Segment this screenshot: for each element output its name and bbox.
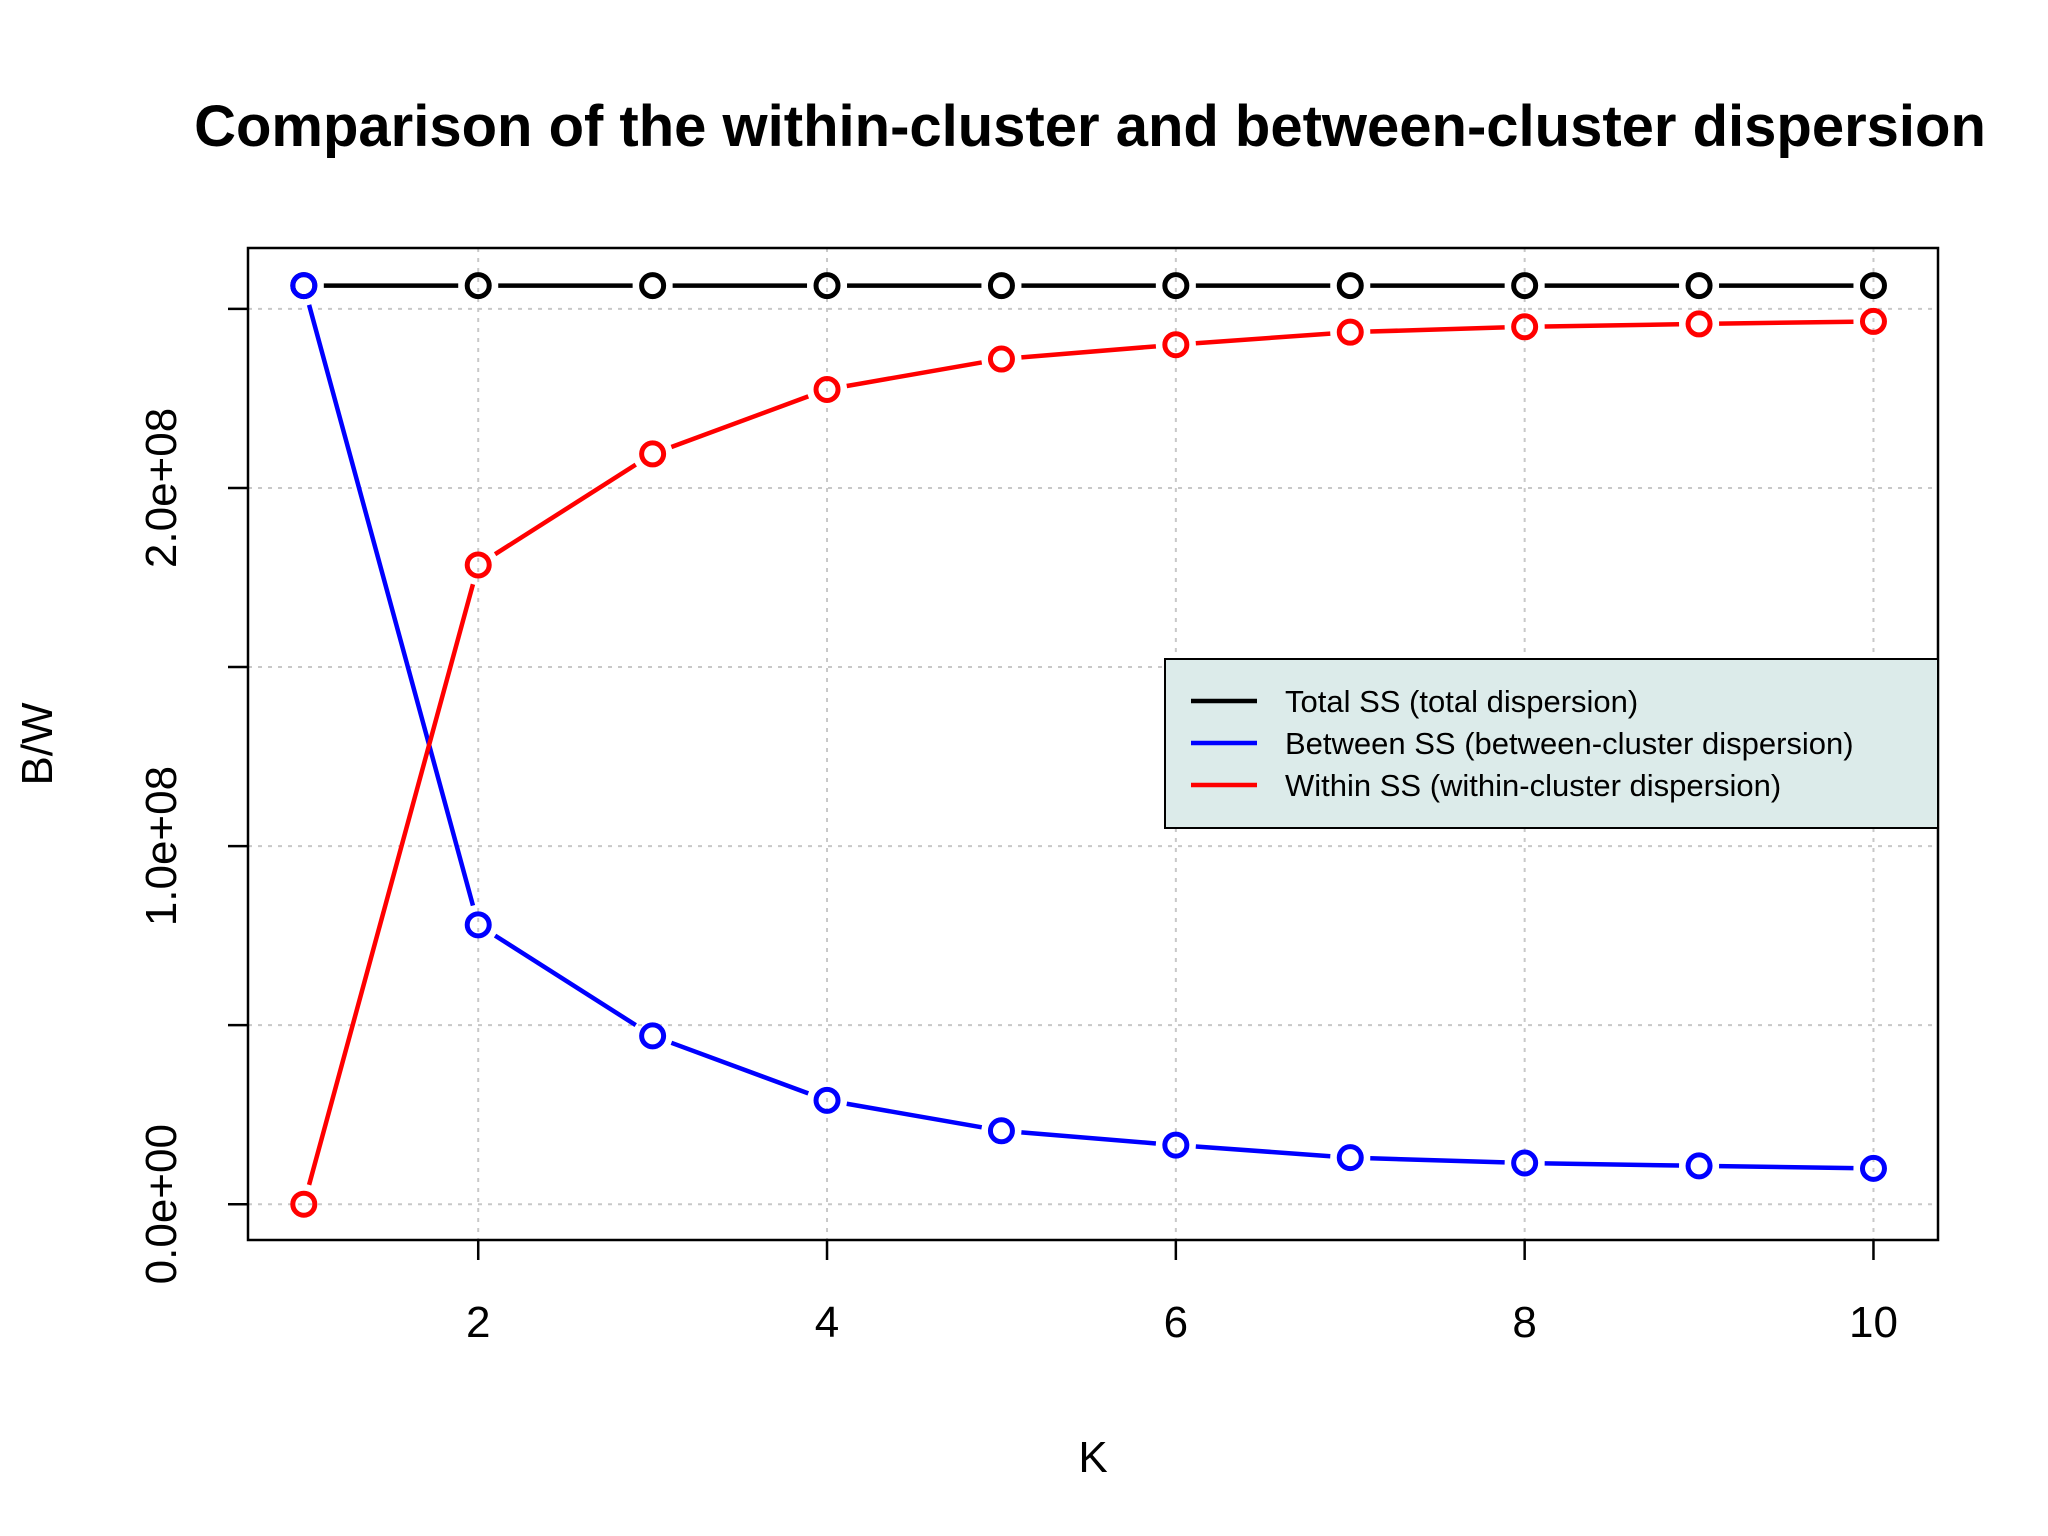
- series-line-segment: [306, 304, 476, 907]
- y-tick-label: 2.0e+08: [137, 408, 186, 568]
- y-tick-label: 1.0e+08: [137, 766, 186, 926]
- data-point: [464, 551, 492, 579]
- data-point: [464, 911, 492, 939]
- data-point: [813, 375, 841, 403]
- y-axis-label: B/W: [13, 702, 62, 786]
- x-tick-label: 10: [1849, 1298, 1898, 1347]
- data-point: [1336, 272, 1364, 300]
- series-line-segment: [1195, 331, 1331, 346]
- data-point: [1859, 1154, 1887, 1182]
- data-point: [813, 1086, 841, 1114]
- data-point: [987, 345, 1015, 373]
- data-point: [290, 1190, 318, 1218]
- data-point: [639, 440, 667, 468]
- data-point: [1685, 272, 1713, 300]
- data-point: [1162, 331, 1190, 359]
- data-point: [1511, 1149, 1539, 1177]
- legend-box: [1164, 658, 1939, 829]
- grid: [248, 248, 1938, 1240]
- legend-label: Total SS (total dispersion): [1285, 684, 1638, 719]
- series-line-segment: [846, 1101, 983, 1130]
- series-line-segment: [1719, 319, 1854, 326]
- x-tick-label: 8: [1512, 1298, 1536, 1347]
- series-line-segment: [493, 933, 637, 1028]
- data-point: [1162, 1131, 1190, 1159]
- data-point: [1336, 318, 1364, 346]
- data-point: [1511, 272, 1539, 300]
- series-line-segment: [1021, 344, 1157, 360]
- series-line-segment: [306, 583, 476, 1186]
- series-line-segment: [1021, 1130, 1157, 1146]
- x-axis-label: K: [1078, 1433, 1107, 1482]
- series-line-segment: [1544, 322, 1680, 329]
- legend-label: Between SS (between-cluster dispersion): [1285, 726, 1854, 761]
- data-point: [639, 1022, 667, 1050]
- x-axis: 2 4 6 8 10: [466, 1240, 1898, 1347]
- series-2: [290, 307, 1887, 1218]
- series-line-segment: [1544, 1161, 1680, 1168]
- legend: Total SS (total dispersion) Between SS (b…: [1164, 658, 1939, 829]
- data-point: [987, 272, 1015, 300]
- data-point: [1336, 1144, 1364, 1172]
- series-line-segment: [1370, 325, 1505, 334]
- legend-label: Within SS (within-cluster dispersion): [1285, 768, 1781, 803]
- series-line-segment: [1719, 1163, 1854, 1171]
- data-point: [1859, 272, 1887, 300]
- series-line-segment: [670, 394, 810, 450]
- series-1: [290, 272, 1887, 1182]
- data-point: [987, 1117, 1015, 1145]
- data-point: [639, 272, 667, 300]
- y-tick-label: 0.0e+00: [137, 1124, 186, 1284]
- chart-title: Comparison of the within-cluster and bet…: [194, 94, 1986, 159]
- data-point: [813, 272, 841, 300]
- data-point: [290, 272, 318, 300]
- series-0: [290, 272, 1887, 300]
- series-line-segment: [846, 360, 983, 389]
- data-point: [1511, 313, 1539, 341]
- data-point: [1685, 310, 1713, 338]
- series-line-segment: [493, 462, 637, 557]
- data-point: [1162, 272, 1190, 300]
- x-tick-label: 2: [466, 1298, 490, 1347]
- series-layer: [290, 272, 1887, 1218]
- data-point: [1859, 307, 1887, 335]
- data-point: [1685, 1152, 1713, 1180]
- x-tick-label: 6: [1164, 1298, 1188, 1347]
- series-line-segment: [1370, 1155, 1505, 1165]
- x-tick-label: 4: [815, 1298, 839, 1347]
- series-line-segment: [670, 1040, 810, 1096]
- series-line-segment: [1195, 1144, 1331, 1159]
- y-axis: 0.0e+00 1.0e+08 2.0e+08: [137, 307, 248, 1284]
- data-point: [464, 272, 492, 300]
